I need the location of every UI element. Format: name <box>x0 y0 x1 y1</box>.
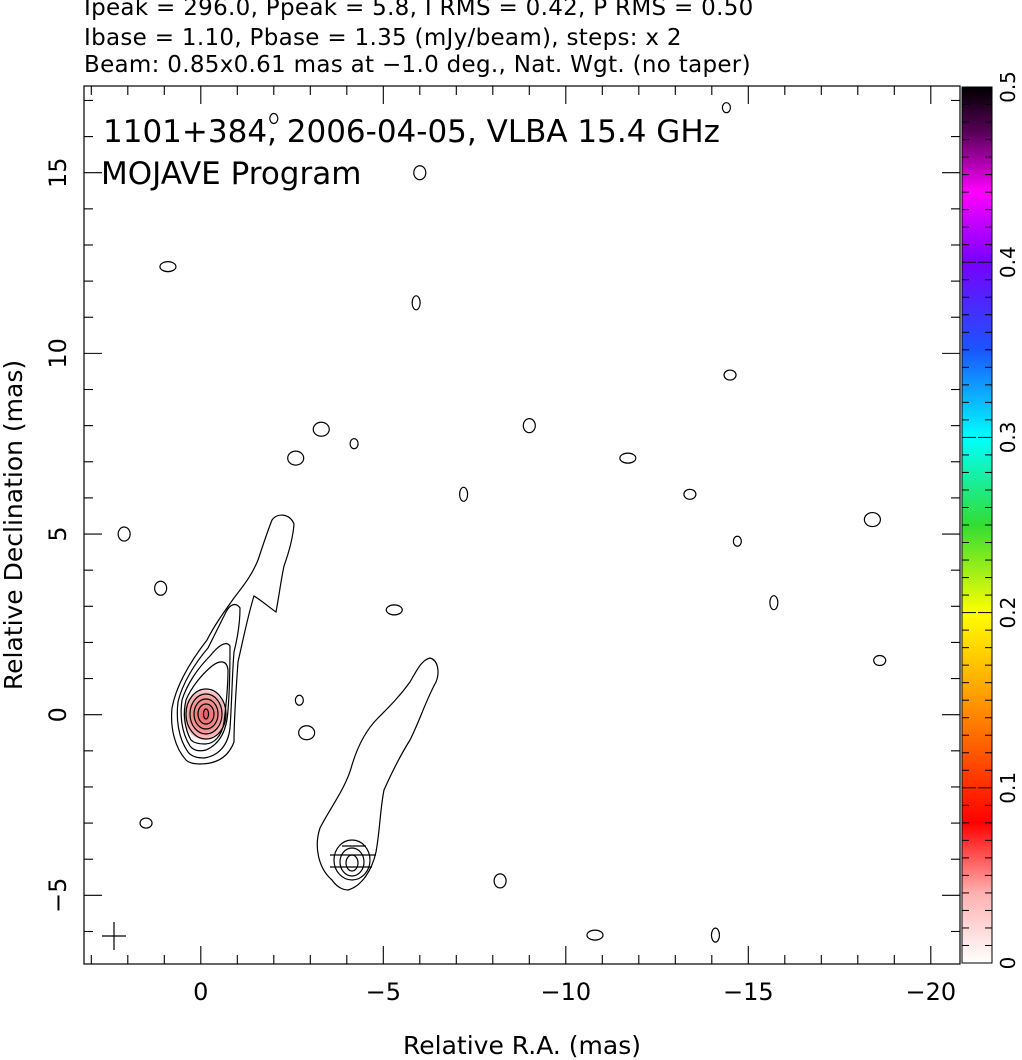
noise-contour <box>413 165 427 181</box>
x-tick-label: −20 <box>905 978 956 1006</box>
x-tick-label: −15 <box>723 978 774 1006</box>
noise-contour <box>294 694 304 706</box>
noise-contour <box>769 595 779 611</box>
header-base-line: Ibase = 1.10, Pbase = 1.35 (mJy/beam), s… <box>84 25 682 51</box>
header-beam-line: Beam: 0.85x0.61 mas at −1.0 deg., Nat. W… <box>84 52 751 78</box>
y-axis-label: Relative Declination (mas) <box>0 360 28 690</box>
noise-contour <box>619 452 637 464</box>
plot-frame <box>83 85 961 965</box>
colorbar-tick-label: 0.4 <box>996 246 1020 278</box>
jet-contour-2 <box>176 603 241 759</box>
x-axis-label: Relative R.A. (mas) <box>403 1031 641 1060</box>
noise-contour <box>710 927 721 943</box>
colorbar-ticks <box>962 86 992 964</box>
noise-contour <box>312 421 330 437</box>
core-component <box>170 514 295 765</box>
jet-contour-3 <box>180 643 231 752</box>
core-contour-5 <box>185 688 227 740</box>
x-tick-label: −10 <box>540 978 591 1006</box>
noise-contour <box>723 369 737 381</box>
noise-contour <box>522 418 536 434</box>
y-tick-label: −5 <box>44 878 72 913</box>
noise-contour <box>721 102 732 114</box>
axis-tick-labels: 0 −5 −10 −15 −20 −5 0 5 10 15 <box>44 157 956 1006</box>
noise-contour <box>159 261 177 273</box>
x-tick-label: −5 <box>366 978 401 1006</box>
noise-contour <box>349 438 359 450</box>
x-tick-label: 0 <box>193 978 208 1006</box>
noise-contour <box>459 486 469 502</box>
noise-contour <box>269 112 279 125</box>
noise-contour <box>732 535 742 547</box>
southern-component <box>316 657 439 891</box>
noise-contour <box>139 817 153 829</box>
noise-contour <box>298 725 316 741</box>
noise-contour <box>385 604 403 616</box>
noise-contour <box>873 654 887 667</box>
beam-marker <box>102 922 126 950</box>
south-contour-3 <box>339 847 365 877</box>
noise-contour <box>863 511 882 528</box>
south-contour-4 <box>345 854 359 872</box>
y-tick-label: 5 <box>44 526 72 541</box>
y-tick-label: 15 <box>44 157 72 188</box>
noise-contour <box>493 873 507 889</box>
jet-contour-outer <box>170 514 295 765</box>
colorbar-tick-label: 0.2 <box>996 597 1020 629</box>
map-subtitle: MOJAVE Program <box>101 156 361 192</box>
core-contour-6 <box>189 693 223 735</box>
noise-contour <box>117 526 131 542</box>
colorbar-tick-label: 0 <box>996 957 1020 970</box>
noise-contour <box>586 929 604 941</box>
map-title: 1101+384, 2006-04-05, VLBA 15.4 GHz <box>103 114 720 150</box>
noise-contour <box>154 580 168 596</box>
y-tick-label: 0 <box>44 707 72 722</box>
colorbar-tick-label: 0.3 <box>996 421 1020 453</box>
header-stats-line: Ipeak = 296.0, Ppeak = 5.8, I RMS = 0.42… <box>84 0 754 21</box>
noise-contour <box>683 488 697 500</box>
axis-ticks <box>84 86 960 964</box>
core-contour-7 <box>193 698 219 730</box>
y-tick-label: 10 <box>44 338 72 369</box>
colorbar-tick-labels: 0 0.1 0.2 0.3 0.4 0.5 <box>996 71 1020 969</box>
south-contour-2 <box>333 839 371 881</box>
noise-contour <box>287 450 305 466</box>
noise-contours <box>117 102 887 943</box>
core-contour-8 <box>197 703 215 725</box>
jet-contour-4 <box>183 661 229 745</box>
colorbar-tick-label: 0.5 <box>996 71 1020 103</box>
core-contour-9 <box>202 708 210 720</box>
colorbar-tick-label: 0.1 <box>996 772 1020 804</box>
noise-contour <box>411 295 421 311</box>
